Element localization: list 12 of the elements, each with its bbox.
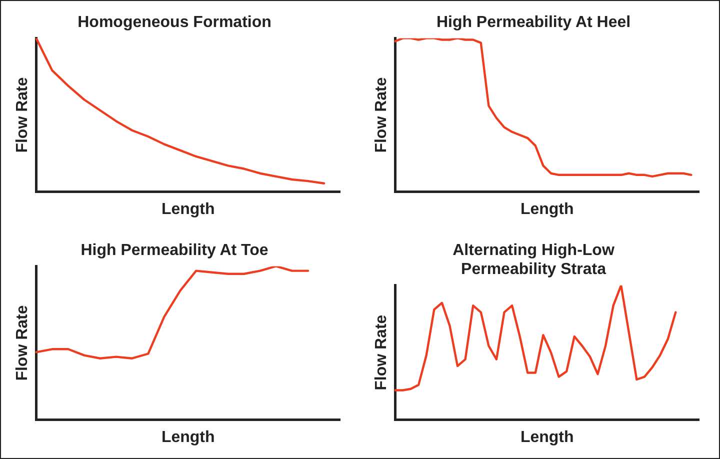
y-axis-title: Flow Rate (14, 77, 32, 153)
chart-title: Homogeneous Formation (78, 14, 272, 32)
chart-title: Alternating High-Low Permeability Strata (452, 242, 615, 278)
y-axis-title: Flow Rate (373, 77, 390, 153)
y-axis-title: Flow Rate (14, 305, 32, 381)
chart-title: High Permeability At Heel (436, 14, 631, 32)
chart-title: High Permeability At Toe (80, 242, 268, 260)
y-axis-title: Flow Rate (373, 314, 390, 390)
x-axis-title: Length (161, 428, 215, 446)
x-axis-title: Length (520, 428, 574, 446)
x-axis-title: Length (520, 200, 574, 218)
x-axis-title: Length (161, 200, 215, 218)
